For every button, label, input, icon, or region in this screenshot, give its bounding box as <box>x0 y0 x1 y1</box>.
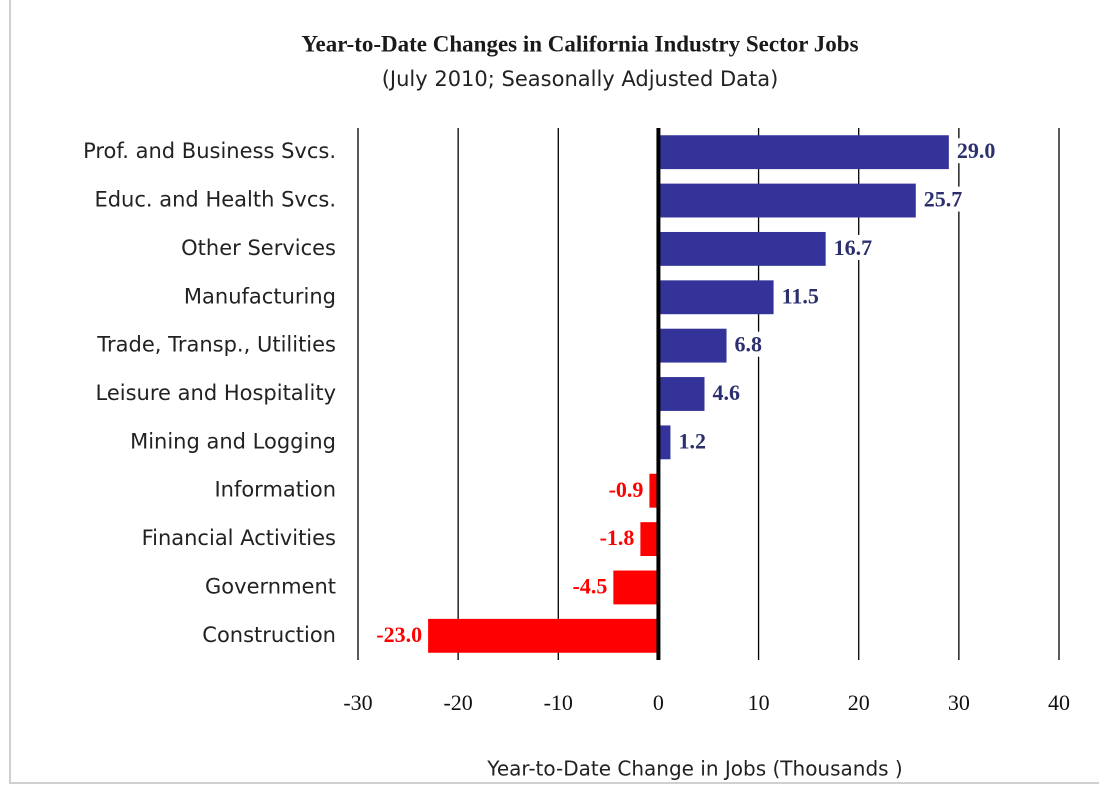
x-tick-label: -20 <box>443 690 472 715</box>
bar <box>613 570 659 605</box>
label-background <box>373 621 426 647</box>
x-tick-label: 20 <box>848 690 870 715</box>
y-tick-label: Manufacturing <box>184 284 336 308</box>
value-label: 11.5 <box>782 283 819 308</box>
y-tick-label: Information <box>214 478 336 502</box>
value-label: 16.7 <box>834 235 873 260</box>
label-background <box>920 186 966 212</box>
bar <box>658 425 671 460</box>
value-label: 25.7 <box>924 187 963 212</box>
value-label: 1.2 <box>678 428 706 453</box>
x-tick-label: 40 <box>1048 690 1070 715</box>
x-tick-label: -30 <box>343 690 372 715</box>
value-label: -1.8 <box>600 525 635 550</box>
x-tick-label: 30 <box>948 690 970 715</box>
y-tick-label: Educ. and Health Svcs. <box>94 188 336 212</box>
value-label: 6.8 <box>735 332 763 357</box>
x-axis-label: Year-to-Date Change in Jobs (Thousands ) <box>486 757 902 781</box>
y-tick-label: Financial Activities <box>142 526 336 550</box>
x-tick-label: 0 <box>653 690 664 715</box>
bar <box>640 522 659 557</box>
label-background <box>778 283 822 309</box>
bar <box>658 280 774 315</box>
y-tick-label: Trade, Transp., Utilities <box>96 333 336 357</box>
bar <box>658 377 705 411</box>
frame <box>9 0 1099 784</box>
y-tick-label: Other Services <box>181 236 336 260</box>
value-label: 4.6 <box>712 380 740 405</box>
bar <box>658 231 826 266</box>
bar <box>649 473 659 508</box>
chart-title: Year-to-Date Changes in California Indus… <box>301 31 858 56</box>
bar <box>658 328 727 363</box>
label-background <box>709 380 743 406</box>
label-background <box>830 234 876 260</box>
bar <box>428 618 659 653</box>
chart-subtitle: (July 2010; Seasonally Adjusted Data) <box>382 67 779 91</box>
y-tick-label: Leisure and Hospitality <box>96 381 336 405</box>
label-background <box>675 428 709 454</box>
label-background <box>731 331 766 357</box>
value-label: 29.0 <box>957 138 996 163</box>
y-tick-label: Government <box>205 574 336 598</box>
value-label: -23.0 <box>376 622 422 647</box>
value-label: -4.5 <box>573 574 608 599</box>
label-background <box>596 525 638 551</box>
y-tick-label: Mining and Logging <box>130 429 336 453</box>
label-background <box>605 476 647 502</box>
bar <box>658 183 916 218</box>
x-tick-label: -10 <box>544 690 573 715</box>
x-tick-label: 10 <box>748 690 770 715</box>
y-tick-label: Construction <box>202 623 336 647</box>
y-tick-label: Prof. and Business Svcs. <box>83 139 336 163</box>
label-background <box>569 573 611 599</box>
bar <box>658 135 949 170</box>
value-label: -0.9 <box>609 477 644 502</box>
label-background <box>953 138 999 164</box>
